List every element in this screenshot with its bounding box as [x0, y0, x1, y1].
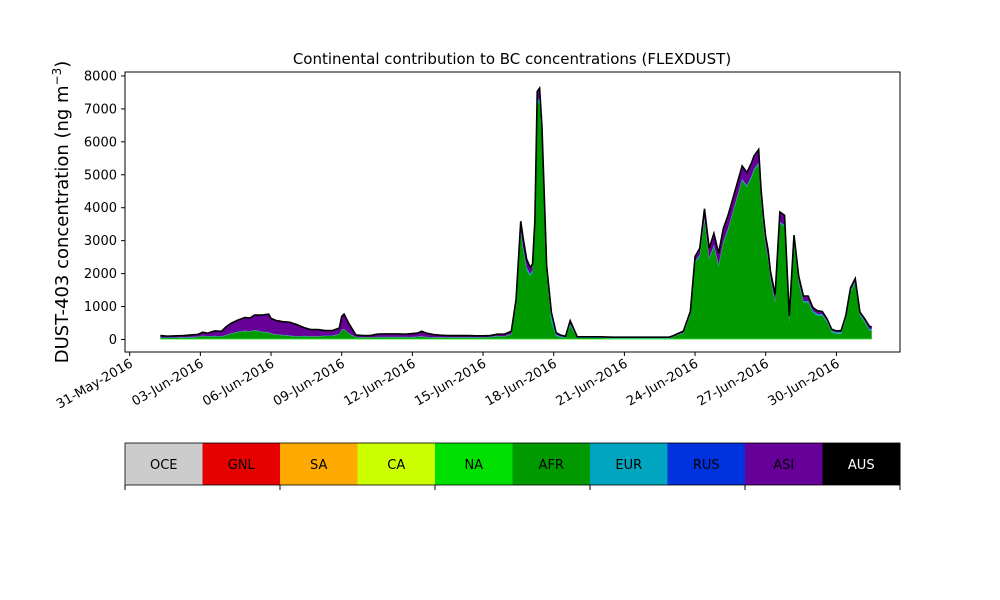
y-tick-label: 4000 — [84, 201, 117, 216]
y-axis-label: DUST-403 concentration (ng m−3) — [50, 61, 73, 364]
y-tick-label: 5000 — [84, 168, 117, 183]
legend-label-sa: SA — [310, 458, 327, 473]
legend-swatch-sa — [280, 443, 358, 485]
x-tick-label: 21-Jun-2016 — [554, 356, 631, 409]
total-line — [160, 85, 872, 338]
legend-label-na: NA — [464, 458, 483, 473]
x-tick-label: 03-Jun-2016 — [130, 356, 207, 409]
y-axis-label-main: DUST-403 concentration (ng m — [52, 85, 73, 363]
legend-swatch-aus — [822, 443, 901, 485]
legend-label-ca: CA — [387, 458, 405, 473]
legend-label-afr: AFR — [539, 458, 564, 473]
area-series-na — [160, 338, 872, 340]
legend-frame — [124, 442, 901, 486]
x-axis: 31-May-201603-Jun-201606-Jun-201609-Jun-… — [54, 352, 842, 412]
legend-swatch-asi — [745, 443, 823, 485]
x-tick-label: 24-Jun-2016 — [624, 356, 701, 409]
y-tick-label: 8000 — [84, 69, 117, 84]
x-tick-label: 31-May-2016 — [54, 356, 136, 412]
y-tick-label: 2000 — [84, 267, 117, 282]
y-axis-label-close: ) — [52, 61, 73, 68]
total-outline — [160, 85, 872, 338]
y-axis: 0 1000 2000 3000 4000 5000 6000 7000 8000 — [84, 69, 125, 348]
x-tick-label: 12-Jun-2016 — [342, 356, 419, 409]
y-tick-label: 6000 — [84, 135, 117, 150]
y-tick-label: 3000 — [84, 234, 117, 249]
legend-label-gnl: GNL — [228, 458, 256, 473]
plot-frame — [124, 71, 901, 353]
x-tick-label: 27-Jun-2016 — [695, 356, 772, 409]
legend-label-eur: EUR — [615, 458, 642, 473]
legend-swatch-oce — [125, 443, 203, 485]
x-tick-label: 15-Jun-2016 — [412, 356, 489, 409]
y-tick-label: 1000 — [84, 300, 117, 315]
chart-title: Continental contribution to BC concentra… — [293, 50, 731, 68]
legend-label-rus: RUS — [693, 458, 720, 473]
x-tick-label: 30-Jun-2016 — [766, 356, 843, 409]
legend-label-aus: AUS — [848, 458, 875, 473]
legend-label-oce: OCE — [150, 458, 178, 473]
legend-swatch-eur — [590, 443, 668, 485]
x-tick-label: 09-Jun-2016 — [271, 356, 348, 409]
legend-swatch-afr — [512, 443, 591, 485]
legend-label-asi: ASI — [773, 458, 794, 473]
y-tick-label: 0 — [109, 333, 117, 348]
legend-swatch-ca — [357, 443, 436, 485]
x-tick-label: 06-Jun-2016 — [200, 356, 277, 409]
legend-swatch-gnl — [202, 443, 281, 485]
legend-colorbar: OCE GNL SA CA NA AFR EUR RUS ASI AUS — [124, 442, 901, 490]
y-tick-label: 7000 — [84, 102, 117, 117]
x-tick-label: 18-Jun-2016 — [483, 356, 560, 409]
y-axis-label-superscript: −3 — [50, 68, 64, 86]
legend-swatch-na — [435, 443, 513, 485]
legend-swatch-rus — [667, 443, 746, 485]
